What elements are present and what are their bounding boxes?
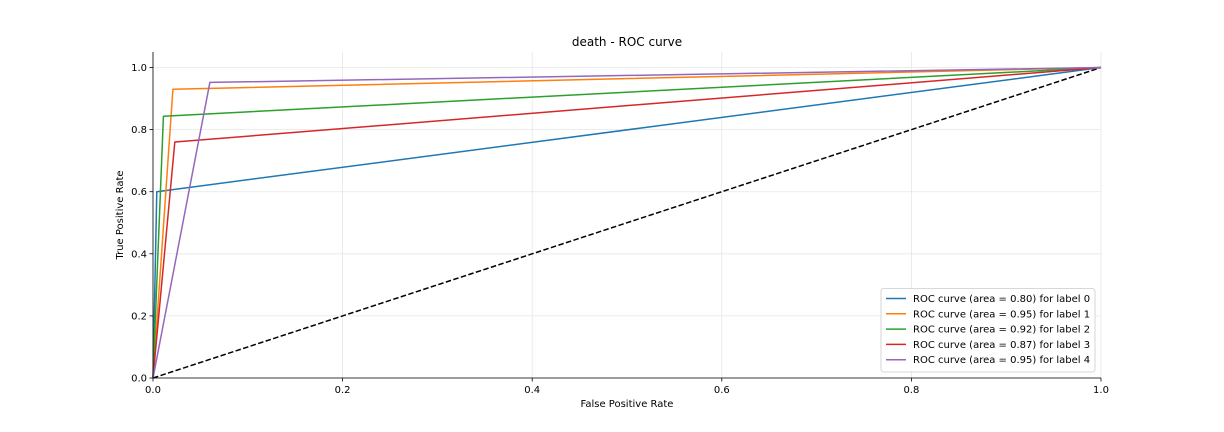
legend-entry-label-0: ROC curve (area = 0.80) for label 0 — [913, 294, 1090, 305]
x-tick-label: 1.0 — [1093, 385, 1109, 396]
y-tick-label: 0.8 — [131, 125, 147, 136]
y-axis-title: True Positive Rate — [115, 170, 126, 260]
reference-line — [152, 66, 1102, 379]
y-axis-ticks: 0.0 0.2 0.4 0.6 0.8 1.0 — [131, 63, 153, 385]
legend-entry-label-4: ROC curve (area = 0.95) for label 4 — [913, 355, 1090, 366]
y-tick-label: 0.4 — [131, 249, 147, 260]
legend-entry-label-3: ROC curve (area = 0.87) for label 3 — [913, 340, 1090, 351]
y-tick-label: 0.2 — [131, 311, 147, 322]
series-line-label-1 — [152, 66, 1102, 379]
legend-entry-label-1: ROC curve (area = 0.95) for label 1 — [913, 309, 1090, 320]
y-tick-label: 1.0 — [131, 63, 147, 74]
axes — [152, 52, 1101, 379]
x-tick-label: 0.0 — [145, 385, 161, 396]
x-axis-ticks: 0.0 0.2 0.4 0.6 0.8 1.0 — [145, 378, 1109, 396]
y-tick-label: 0.0 — [131, 374, 147, 385]
x-tick-label: 0.6 — [714, 385, 730, 396]
x-tick-label: 0.4 — [524, 385, 540, 396]
y-tick-label: 0.6 — [131, 187, 147, 198]
series-line-label-2 — [152, 66, 1102, 379]
series-line-label-0 — [152, 66, 1102, 379]
x-axis-title: False Positive Rate — [581, 399, 674, 410]
series-line-label-3 — [152, 66, 1102, 379]
series-lines — [152, 66, 1102, 379]
chart-title: death - ROC curve — [572, 35, 682, 49]
legend-entry-label-2: ROC curve (area = 0.92) for label 2 — [913, 325, 1090, 336]
x-tick-label: 0.8 — [903, 385, 919, 396]
x-tick-label: 0.2 — [335, 385, 351, 396]
series-line-label-4 — [152, 66, 1102, 379]
legend-box — [880, 288, 1096, 373]
legend: ROC curve (area = 0.80) for label 0 ROC c… — [880, 288, 1096, 373]
reference-diagonal — [152, 66, 1102, 379]
